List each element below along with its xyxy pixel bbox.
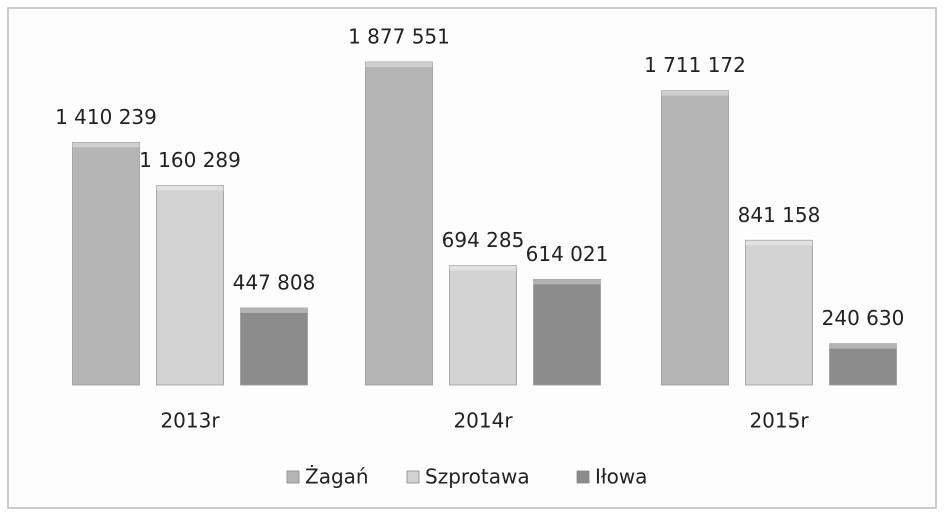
legend-label: Szprotawa [425,465,530,489]
bar-top [661,90,729,96]
x-tick-label: 2014r [453,409,513,433]
legend-label: Żagań [305,465,369,489]
bar [449,265,517,386]
bar-top [365,62,433,67]
data-label: 614 021 [526,242,609,266]
bar-top [156,185,224,191]
bar [829,343,897,386]
legend-swatch [286,470,300,484]
data-label: 240 630 [822,306,905,330]
x-tick-label: 2015r [749,409,809,433]
legend-swatch [406,470,420,484]
bar-top [240,307,308,313]
bar [533,278,601,386]
bar [745,239,813,386]
bar-top [745,240,813,246]
data-label: 1 877 551 [348,25,450,49]
bar-top [829,343,897,349]
bar [365,61,433,386]
data-label: 1 711 172 [644,53,746,77]
legend-label: Iłowa [595,465,647,489]
data-label: 1 160 289 [139,148,241,172]
data-label: 694 285 [442,228,525,252]
bar [661,90,729,386]
x-tick-label: 2013r [160,409,220,433]
data-label: 1 410 239 [55,105,157,129]
legend-swatch [576,470,590,484]
bar [156,184,224,386]
bar [240,307,308,386]
bar-top [72,142,140,148]
bar [72,141,140,386]
bar-top [449,265,517,271]
bar-top [533,279,601,285]
data-label: 841 158 [738,203,821,227]
data-label: 447 808 [233,270,316,294]
